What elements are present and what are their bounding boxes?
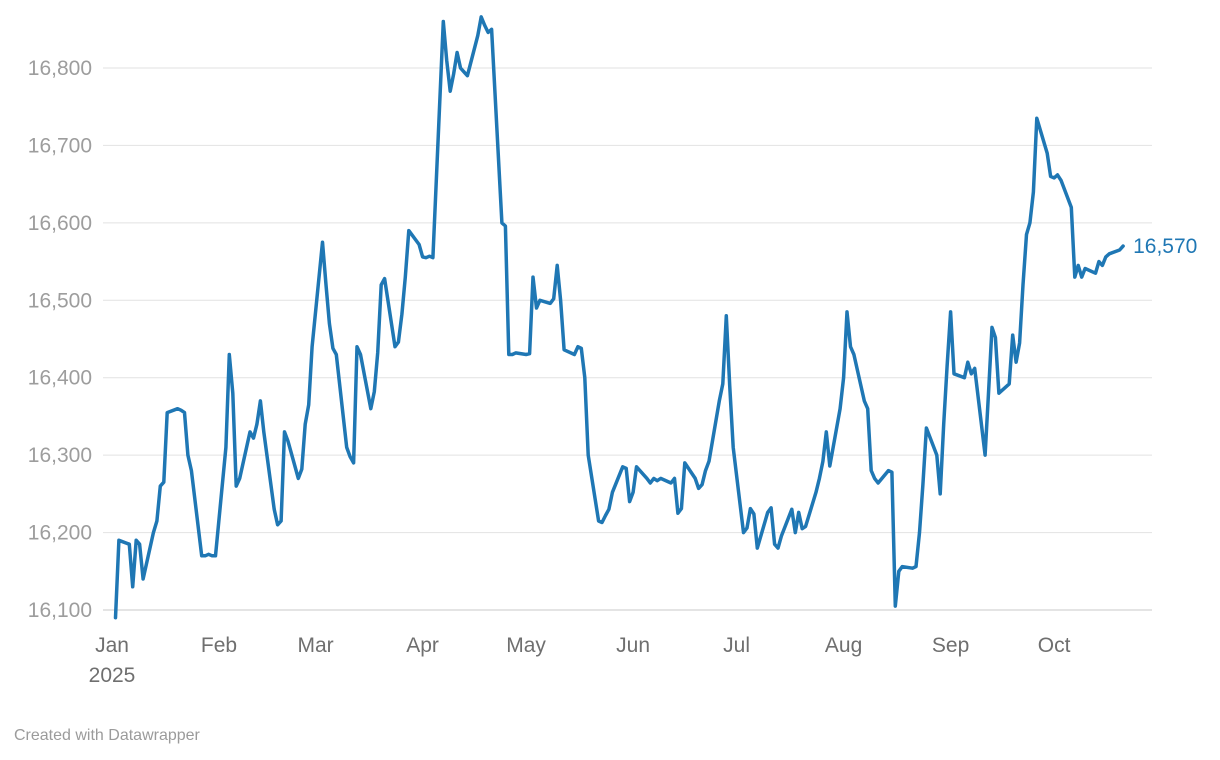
y-axis-label: 16,300 <box>28 444 92 467</box>
y-axis-label: 16,600 <box>28 212 92 235</box>
x-axis-label: Jul <box>723 634 750 657</box>
x-axis-label: Oct <box>1038 634 1071 657</box>
chart-credit: Created with Datawrapper <box>14 727 200 744</box>
y-axis-label: 16,400 <box>28 367 92 390</box>
x-axis-label: Mar <box>298 634 334 657</box>
x-axis-label: Jan <box>95 634 129 657</box>
y-axis-label: 16,800 <box>28 57 92 80</box>
line-chart: 16,100 16,200 16,300 16,400 16,500 16,600 16,7… <box>28 15 1197 687</box>
y-axis-label: 16,700 <box>28 134 92 157</box>
series-line <box>113 15 1125 620</box>
x-axis-label: Feb <box>201 634 237 657</box>
y-axis-label: 16,200 <box>28 522 92 545</box>
x-axis-label: Jun <box>616 634 650 657</box>
y-axis-label: 16,500 <box>28 289 92 312</box>
x-axis-label: Sep <box>932 634 969 657</box>
y-axis-label: 16,100 <box>28 599 92 622</box>
x-axis-sublabel: 2025 <box>89 664 136 687</box>
x-axis-label: May <box>506 634 546 657</box>
x-axis-label: Aug <box>825 634 862 657</box>
last-value-label: 16,570 <box>1133 235 1197 258</box>
chart-svg: 16,100 16,200 16,300 16,400 16,500 16,600 16,7… <box>28 15 1197 687</box>
x-axis-label: Apr <box>406 634 439 657</box>
